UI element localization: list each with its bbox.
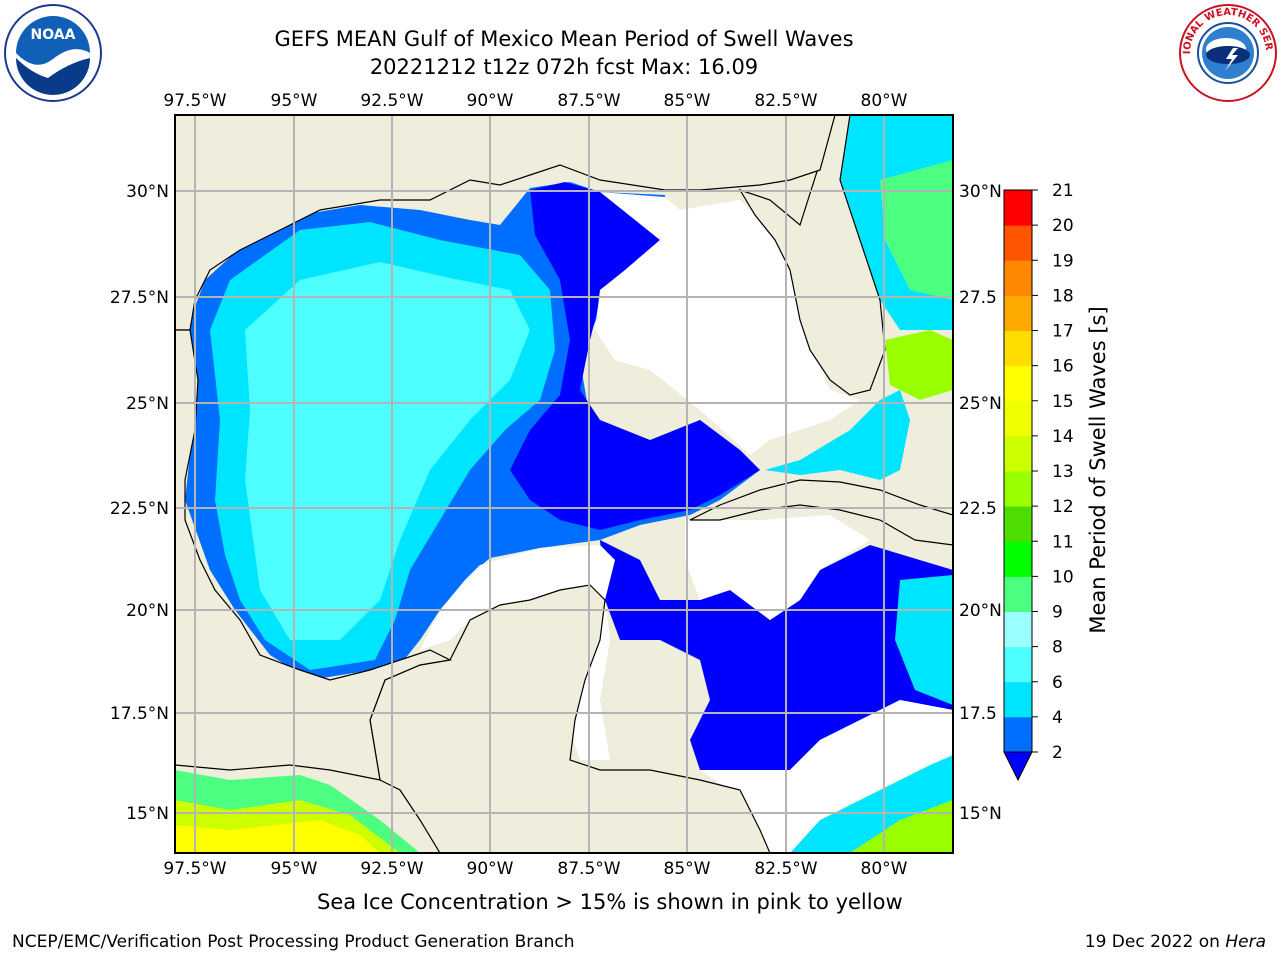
colorbar-tick-label: 9 (1052, 603, 1063, 623)
colorbar-segment (1004, 330, 1032, 367)
lon-label-top: 92.5°W (360, 91, 423, 111)
colorbar-segment (1004, 225, 1032, 261)
lat-label-right: 20°N (959, 601, 1002, 621)
lat-label-right: 25°N (959, 394, 1002, 414)
lon-label-top: 97.5°W (163, 91, 226, 111)
land-mexico-west-coast (175, 329, 452, 781)
sea-ice-note: Sea Ice Concentration > 15% is shown in … (317, 890, 903, 914)
colorbar-tick-label: 13 (1052, 462, 1074, 482)
lon-label-top: 87.5°W (557, 91, 620, 111)
colorbar-segment (1004, 716, 1032, 753)
colorbar-tick-label: 16 (1052, 357, 1074, 377)
lat-label-left: 15°N (126, 804, 169, 824)
colorbar-segment (1004, 435, 1032, 472)
lat-label-left: 25°N (126, 394, 169, 414)
caribbean-white-south (700, 700, 953, 853)
graticule (175, 115, 953, 853)
lat-label-left: 22.5°N (110, 499, 169, 519)
colorbar-title: Mean Period of Swell Waves [s] (1086, 306, 1110, 634)
colorbar-tick-label: 14 (1052, 427, 1074, 447)
caribbean-white-north (685, 515, 870, 620)
lon-label-bottom: 87.5°W (557, 859, 620, 879)
lon-label-bottom: 80°W (861, 859, 908, 879)
lon-label-top: 82.5°W (754, 91, 817, 111)
lat-label-right: 15°N (959, 804, 1002, 824)
eastern-gulf-dark-blue (510, 182, 760, 530)
lon-label-bottom: 95°W (271, 859, 318, 879)
colorbar-tick-label: 18 (1052, 286, 1074, 306)
lon-label-bottom: 90°W (467, 859, 514, 879)
colorbar-segment (1004, 260, 1032, 296)
colorbar-segment (1004, 541, 1032, 577)
gulf-basin-light-cyan (245, 262, 530, 640)
noaa-logo-text: NOAA (31, 27, 76, 43)
colorbar-segment (1004, 646, 1032, 683)
noaa-logo-icon: NOAA (4, 4, 102, 102)
lat-label-left: 27.5°N (110, 288, 169, 308)
colorbar-tick-label: 12 (1052, 497, 1074, 517)
footer-machine: Hera (1225, 932, 1266, 952)
lon-label-bottom: 85°W (664, 859, 711, 879)
lat-label-right: 17.5 (959, 704, 997, 724)
lon-label-bottom: 97.5°W (163, 859, 226, 879)
pacific-yellow-core (175, 820, 380, 853)
colorbar-tick-label: 2 (1052, 743, 1063, 763)
colorbar-tick-label: 17 (1052, 322, 1074, 342)
map-frame (174, 114, 954, 854)
lon-label-top: 95°W (271, 91, 318, 111)
colorbar-segment (1004, 681, 1032, 718)
colorbar-tick-label: 8 (1052, 638, 1063, 658)
colorbar-tick-label: 21 (1052, 181, 1074, 201)
colorbar-tick-label: 4 (1052, 708, 1063, 728)
bahamas-yellow-green (885, 330, 953, 400)
colorbar-tick-label: 11 (1052, 532, 1074, 552)
lon-label-top: 90°W (467, 91, 514, 111)
footer-date-text: 19 Dec 2022 on (1084, 932, 1226, 952)
colorbar-segment (1004, 365, 1032, 402)
land-gulf-north-coast (175, 115, 836, 331)
colorbar: 2 4 6 8 9 10 11 12 13 14 15 16 17 18 19 20 21 (1003, 181, 1074, 782)
gulf-white-shelf-east (595, 192, 860, 455)
national-weather-service-logo-icon: NATIONAL WEATHER SERVICE (1178, 3, 1277, 102)
colorbar-segment (1004, 576, 1032, 612)
atlantic-band-green (880, 160, 953, 300)
lon-label-top: 80°W (861, 91, 908, 111)
colorbar-segment (1004, 506, 1032, 542)
lon-label-bottom: 82.5°W (754, 859, 817, 879)
lat-label-right: 22.5 (959, 499, 997, 519)
colorbar-segment (1004, 471, 1032, 507)
chart-title: GEFS MEAN Gulf of Mexico Mean Period of … (274, 27, 854, 51)
lon-label-bottom: 92.5°W (360, 859, 423, 879)
colorbar-segment (1004, 611, 1032, 648)
caribbean-east-cyan (895, 575, 953, 705)
lat-label-right: 30°N (959, 182, 1002, 202)
colorbar-segment (1004, 400, 1032, 437)
colorbar-segment (1004, 295, 1032, 331)
lat-label-left: 17.5°N (110, 704, 169, 724)
lat-label-right: 27.5 (959, 288, 997, 308)
colorbar-tick-label: 10 (1052, 567, 1074, 587)
colorbar-extend-arrow (1003, 751, 1033, 782)
lat-label-left: 30°N (126, 182, 169, 202)
colorbar-tick-label: 20 (1052, 216, 1074, 236)
colorbar-segment (1004, 190, 1032, 226)
colorbar-tick-label: 6 (1052, 673, 1063, 693)
straits-cyan-band (765, 390, 910, 480)
footer-date: 19 Dec 2022 on Hera (1085, 932, 1266, 952)
lat-label-left: 20°N (126, 601, 169, 621)
colorbar-tick-label: 15 (1052, 392, 1074, 412)
footer-credit: NCEP/EMC/Verification Post Processing Pr… (12, 932, 575, 952)
colorbar-tick-label: 19 (1052, 251, 1074, 271)
chart-subtitle: 20221212 t12z 072h fcst Max: 16.09 (369, 55, 759, 79)
lon-label-top: 85°W (664, 91, 711, 111)
